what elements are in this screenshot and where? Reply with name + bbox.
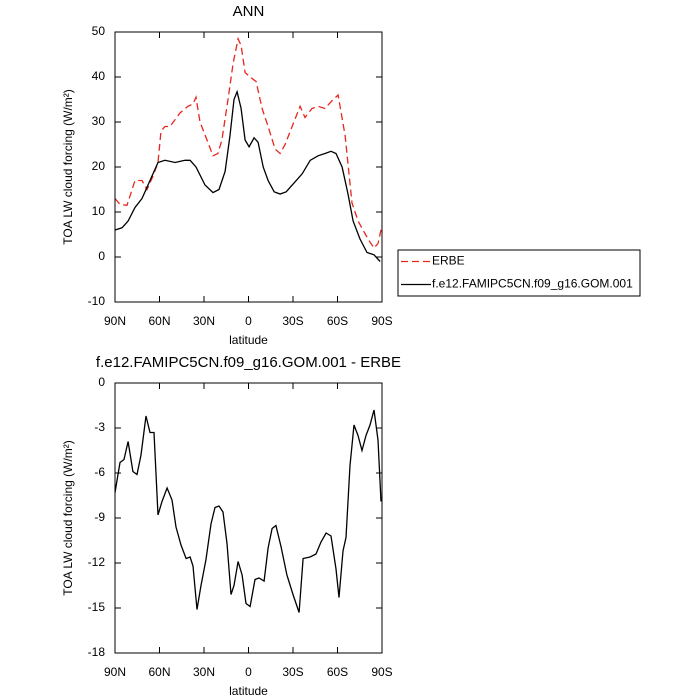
y-tick-label: 0 xyxy=(98,249,105,263)
chart-title: ANN xyxy=(233,3,265,20)
y-tick-label: -10 xyxy=(88,294,106,308)
x-tick-label: 60S xyxy=(327,314,348,328)
y-tick-label: -9 xyxy=(94,510,105,524)
x-tick-label: 30S xyxy=(282,665,303,679)
y-tick-label: -3 xyxy=(94,420,105,434)
data-line xyxy=(114,89,381,262)
y-tick-label: 40 xyxy=(92,69,106,83)
x-tick-label: 90S xyxy=(371,314,392,328)
x-tick-label: 60N xyxy=(148,314,170,328)
y-axis-label: TOA LW cloud forcing (W/m²) xyxy=(61,89,75,245)
y-tick-label: 30 xyxy=(92,114,106,128)
x-tick-label: 60N xyxy=(148,665,170,679)
chart-title: f.e12.FAMIPC5CN.f09_g16.GOM.001 - ERBE xyxy=(96,354,401,371)
x-axis-label: latitude xyxy=(229,333,268,347)
y-tick-label: 0 xyxy=(98,375,105,389)
y-tick-label: -6 xyxy=(94,465,105,479)
x-tick-label: 30S xyxy=(282,314,303,328)
data-line xyxy=(114,409,382,613)
y-tick-label: 20 xyxy=(92,159,106,173)
x-tick-label: 0 xyxy=(245,665,252,679)
x-tick-label: 30N xyxy=(193,314,215,328)
x-tick-label: 30N xyxy=(193,665,215,679)
x-axis-label: latitude xyxy=(229,684,268,698)
y-tick-label: 10 xyxy=(92,204,106,218)
y-tick-label: -18 xyxy=(88,645,106,659)
x-tick-label: 0 xyxy=(245,314,252,328)
plot-frame xyxy=(114,382,383,654)
y-tick-label: -15 xyxy=(88,600,106,614)
y-tick-label: 50 xyxy=(92,24,106,38)
x-tick-label: 90N xyxy=(104,314,126,328)
x-tick-label: 60S xyxy=(327,665,348,679)
legend-label: ERBE xyxy=(432,254,465,268)
data-line xyxy=(114,36,383,250)
legend-label: f.e12.FAMIPC5CN.f09_g16.GOM.001 xyxy=(432,277,633,291)
y-axis-label: TOA LW cloud forcing (W/m²) xyxy=(61,440,75,596)
x-tick-label: 90S xyxy=(371,665,392,679)
plot-frame xyxy=(114,31,383,303)
y-tick-label: -12 xyxy=(88,555,106,569)
x-tick-label: 90N xyxy=(104,665,126,679)
legend-box xyxy=(397,249,641,297)
